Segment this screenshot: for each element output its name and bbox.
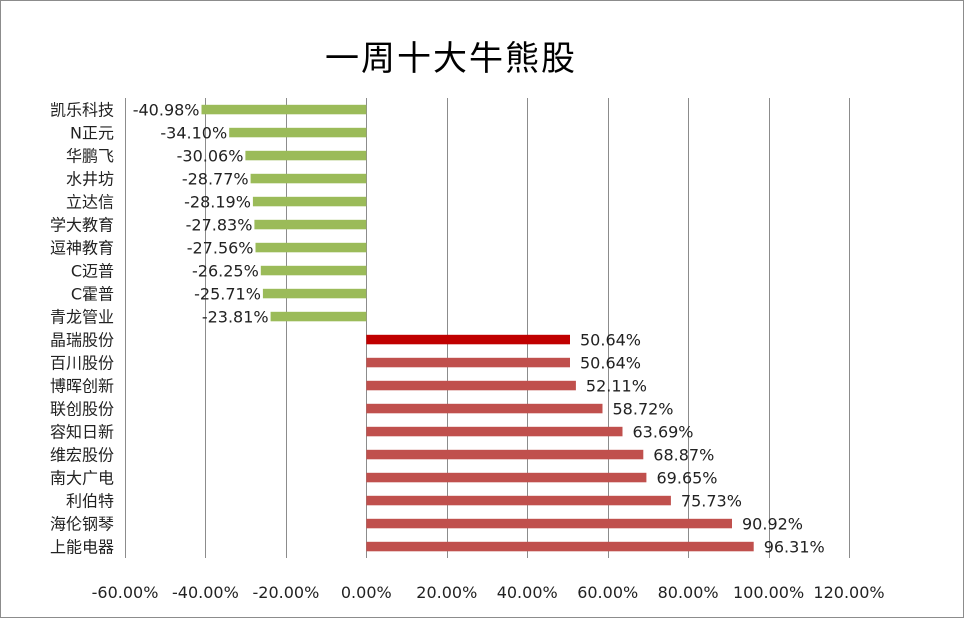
bar-10 (366, 334, 570, 345)
value-label-14: 63.69% (633, 423, 694, 442)
x-tick-label-0: -60.00% (92, 583, 159, 602)
gridlines (125, 98, 850, 558)
bar-13 (366, 403, 603, 414)
category-label-14: 容知日新 (50, 423, 114, 442)
bar-15 (366, 449, 644, 460)
x-tick-label-9: 120.00% (813, 583, 884, 602)
x-tick-labels: -60.00% -40.00% -20.00% 0.00% 20.00% 40.00% 60… (92, 583, 885, 602)
value-label-6: -27.56% (187, 239, 254, 258)
value-label-19: 96.31% (764, 538, 825, 557)
bar-16 (366, 472, 647, 483)
value-label-4: -28.19% (184, 193, 251, 212)
bar-6 (255, 242, 367, 253)
bar-4 (252, 196, 367, 207)
value-label-8: -25.71% (194, 285, 261, 304)
category-label-12: 博晖创新 (50, 377, 114, 396)
value-label-17: 75.73% (681, 492, 742, 511)
category-label-15: 维宏股份 (50, 446, 114, 465)
x-tick-label-1: -40.00% (172, 583, 239, 602)
category-label-3: 水井坊 (66, 170, 114, 189)
x-tick-label-4: 20.00% (416, 583, 477, 602)
category-label-13: 联创股份 (50, 400, 114, 419)
x-tick-label-6: 60.00% (577, 583, 638, 602)
bar-14 (366, 426, 623, 437)
value-label-9: -23.81% (202, 308, 269, 327)
category-label-7: C迈普 (71, 262, 114, 281)
x-tick-label-7: 80.00% (658, 583, 719, 602)
category-label-1: N正元 (70, 124, 114, 143)
value-label-10: 50.64% (580, 331, 641, 350)
bar-2 (245, 150, 367, 161)
category-label-17: 利伯特 (66, 492, 114, 511)
value-label-13: 58.72% (613, 400, 674, 419)
category-label-0: 凯乐科技 (50, 101, 114, 120)
value-label-5: -27.83% (186, 216, 253, 235)
x-tick-label-3: 0.00% (341, 583, 392, 602)
category-label-10: 晶瑞股份 (50, 331, 114, 350)
bar-12 (366, 380, 576, 391)
category-label-9: 青龙管业 (50, 308, 114, 327)
category-label-4: 立达信 (66, 193, 114, 212)
chart-title: 一周十大牛熊股 (325, 39, 577, 79)
bar-7 (260, 265, 367, 276)
value-label-16: 69.65% (657, 469, 718, 488)
value-label-2: -30.06% (177, 147, 244, 166)
bar-19 (366, 541, 754, 552)
x-tick-label-2: -20.00% (253, 583, 320, 602)
bar-9 (270, 311, 367, 322)
bar-3 (250, 173, 367, 184)
category-label-6: 逗神教育 (50, 239, 114, 258)
value-label-3: -28.77% (182, 170, 249, 189)
category-label-18: 海伦钢琴 (50, 515, 114, 534)
bar-5 (254, 219, 367, 230)
category-label-2: 华鹏飞 (66, 147, 114, 166)
bar-17 (366, 495, 671, 506)
value-label-12: 52.11% (586, 377, 647, 396)
value-labels: -40.98% -34.10% -30.06% -28.77% -28.19% -27.8… (133, 101, 825, 557)
category-label-16: 南大广电 (50, 469, 114, 488)
value-label-7: -26.25% (192, 262, 259, 281)
category-label-5: 学大教育 (50, 216, 114, 235)
bar-0 (201, 104, 367, 115)
value-label-0: -40.98% (133, 101, 200, 120)
bar-18 (366, 518, 732, 529)
value-label-15: 68.87% (653, 446, 714, 465)
x-tick-label-8: 100.00% (733, 583, 804, 602)
category-label-11: 百川股份 (50, 354, 114, 373)
x-tick-label-5: 40.00% (497, 583, 558, 602)
bars (201, 104, 754, 552)
value-label-18: 90.92% (742, 515, 803, 534)
value-label-1: -34.10% (160, 124, 227, 143)
bar-11 (366, 357, 570, 368)
bar-1 (229, 127, 367, 138)
category-label-8: C霍普 (71, 285, 114, 304)
bar-8 (262, 288, 367, 299)
category-label-19: 上能电器 (50, 538, 114, 557)
value-label-11: 50.64% (580, 354, 641, 373)
